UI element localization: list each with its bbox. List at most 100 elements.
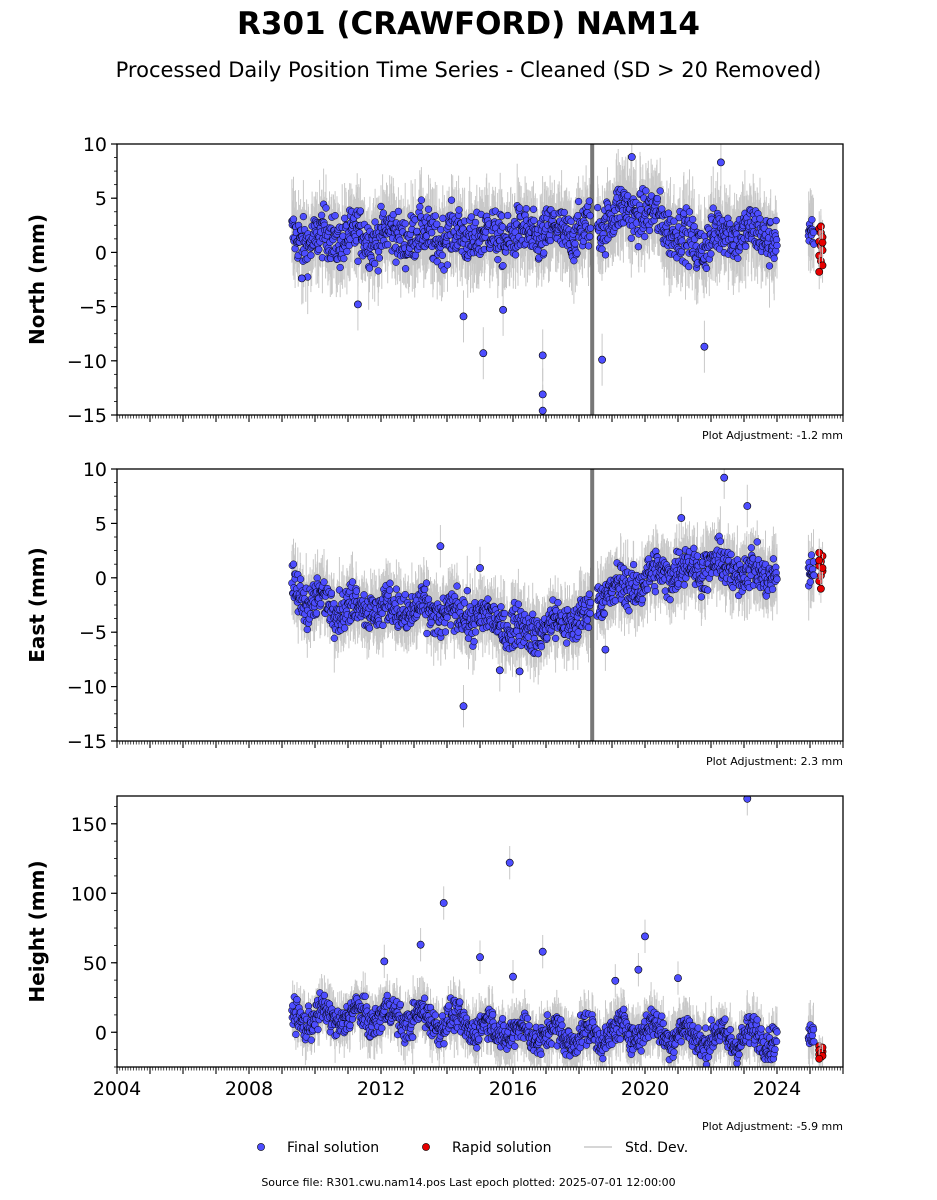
- final-point: [307, 251, 315, 259]
- final-point: [312, 609, 321, 617]
- final-point: [386, 586, 394, 594]
- final-point: [317, 211, 326, 219]
- final-point: [658, 205, 666, 213]
- final-point: [585, 197, 593, 205]
- final-point: [439, 214, 447, 222]
- final-point: [427, 618, 435, 627]
- final-point: [540, 249, 548, 257]
- final-point: [471, 218, 480, 227]
- final-point: [354, 257, 362, 265]
- final-point: [666, 596, 674, 604]
- final-point: [494, 255, 502, 264]
- final-point: [331, 212, 339, 220]
- final-point: [511, 251, 520, 259]
- final-point: [453, 582, 461, 590]
- rapid-solution-points: [815, 209, 827, 290]
- final-point: [543, 634, 551, 642]
- y-tick-label: 0: [95, 242, 107, 264]
- final-point: [773, 241, 781, 250]
- final-point: [360, 591, 368, 599]
- final-point: [289, 215, 298, 223]
- final-point: [585, 590, 593, 598]
- final-point: [685, 262, 693, 271]
- final-point: [464, 634, 473, 642]
- final-point: [365, 624, 374, 632]
- final-point: [560, 208, 568, 217]
- final-point: [440, 266, 448, 274]
- final-point: [522, 205, 530, 213]
- outlier-point: [598, 355, 606, 364]
- final-point: [653, 194, 662, 203]
- final-point: [317, 600, 325, 608]
- final-point: [455, 206, 463, 214]
- final-point: [416, 203, 424, 211]
- final-solution-points: [288, 153, 818, 415]
- final-point: [638, 595, 647, 604]
- final-point: [433, 220, 441, 228]
- final-point: [707, 250, 715, 258]
- final-point: [423, 629, 431, 638]
- chart-subtitle: Processed Daily Position Time Series - C…: [115, 58, 822, 82]
- final-point: [377, 202, 385, 211]
- outlier-point: [538, 406, 547, 415]
- final-point: [401, 265, 410, 273]
- outlier-point: [353, 300, 362, 309]
- final-point: [742, 242, 750, 251]
- rapid-point: [818, 261, 827, 270]
- final-point: [443, 613, 451, 622]
- outlier-point: [479, 349, 488, 358]
- final-point: [340, 254, 348, 263]
- final-point: [299, 212, 308, 221]
- final-point: [374, 267, 382, 275]
- final-point: [534, 650, 542, 658]
- final-point: [601, 251, 610, 259]
- final-point: [772, 216, 780, 225]
- final-point: [379, 209, 388, 217]
- noisy-epoch-spike: [590, 144, 595, 415]
- panel-1: 10 5 0 −5 −10 −15 North (mm) Plot Adjustment: -…: [25, 134, 844, 442]
- final-point: [567, 217, 575, 225]
- final-point: [645, 226, 654, 235]
- std-dev-bars: [291, 144, 815, 415]
- final-point: [656, 187, 664, 195]
- final-point: [463, 587, 471, 595]
- final-point: [702, 264, 711, 273]
- final-point: [315, 245, 323, 254]
- final-point: [586, 609, 594, 618]
- final-point: [529, 610, 537, 618]
- rapid-point: [815, 267, 824, 276]
- final-point: [514, 600, 523, 608]
- final-point: [689, 215, 697, 224]
- final-point: [574, 628, 582, 636]
- final-point: [340, 624, 349, 632]
- final-point: [625, 607, 633, 615]
- final-point: [322, 204, 330, 212]
- y-tick-label: −10: [67, 351, 107, 373]
- final-point: [571, 240, 579, 248]
- final-point: [386, 579, 394, 587]
- final-point: [497, 603, 505, 611]
- final-point: [356, 207, 365, 215]
- outlier-point: [717, 158, 725, 167]
- final-point: [500, 609, 509, 618]
- final-point: [554, 599, 562, 607]
- final-point: [384, 240, 392, 249]
- final-point: [563, 606, 572, 614]
- outlier-point: [297, 274, 306, 283]
- final-point: [420, 585, 429, 594]
- final-solution-points: [288, 473, 818, 711]
- final-point: [690, 222, 698, 231]
- final-point: [422, 579, 431, 587]
- final-point: [600, 610, 608, 618]
- final-point: [584, 242, 593, 250]
- final-point: [401, 220, 409, 228]
- final-point: [352, 587, 361, 595]
- final-point: [438, 251, 447, 260]
- final-point: [641, 232, 649, 241]
- final-point: [537, 643, 546, 651]
- final-point: [433, 258, 441, 266]
- final-point: [629, 560, 638, 569]
- final-point: [392, 585, 401, 593]
- final-point: [313, 574, 321, 582]
- outlier-point: [499, 305, 507, 314]
